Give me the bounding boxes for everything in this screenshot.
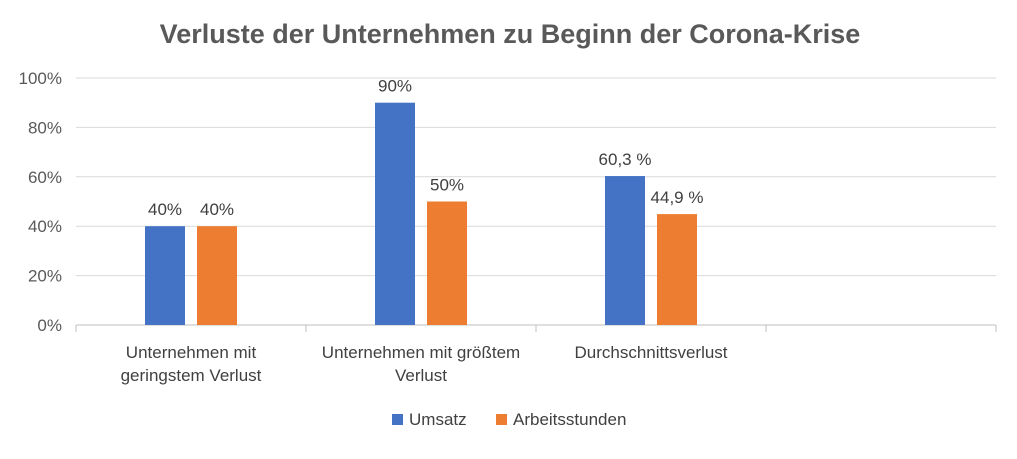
x-tick-label: geringstem Verlust <box>121 366 262 385</box>
bar-arbeitsstunden <box>197 226 237 325</box>
data-label: 44,9 % <box>651 188 704 207</box>
chart-title: Verluste der Unternehmen zu Beginn der C… <box>160 19 861 49</box>
y-axis-ticks: 0% 20% 40% 60% 80% 100% <box>19 69 62 335</box>
bar-umsatz <box>375 102 415 325</box>
x-tick-label: Unternehmen mit <box>126 343 257 362</box>
legend-label: Arbeitsstunden <box>513 410 626 429</box>
legend: Umsatz Arbeitsstunden <box>392 410 626 429</box>
bar-arbeitsstunden <box>657 214 697 325</box>
legend-swatch-umsatz <box>392 414 403 425</box>
y-tick-label: 20% <box>28 267 62 286</box>
legend-swatch-arbeitsstunden <box>496 414 507 425</box>
bar-umsatz <box>605 176 645 325</box>
data-label: 60,3 % <box>599 150 652 169</box>
bars <box>145 102 697 325</box>
data-label: 50% <box>430 176 464 195</box>
y-tick-label: 100% <box>19 69 62 88</box>
data-label: 90% <box>378 77 412 96</box>
x-tick-label: Durchschnittsverlust <box>574 343 727 362</box>
y-tick-label: 60% <box>28 168 62 187</box>
y-tick-label: 80% <box>28 118 62 137</box>
data-label: 40% <box>200 200 234 219</box>
legend-label: Umsatz <box>409 410 467 429</box>
x-tick-label: Verlust <box>395 366 447 385</box>
x-tick-label: Unternehmen mit größtem <box>322 343 520 362</box>
y-tick-label: 40% <box>28 217 62 236</box>
x-axis-ticks: Unternehmen mit geringstem Verlust Unterne… <box>75 325 997 385</box>
bar-umsatz <box>145 226 185 325</box>
bar-arbeitsstunden <box>427 201 467 325</box>
data-label: 40% <box>148 200 182 219</box>
data-labels: 40% 90% 60,3 % 40% 50% 44,9 % <box>148 77 703 220</box>
y-tick-label: 0% <box>37 316 62 335</box>
